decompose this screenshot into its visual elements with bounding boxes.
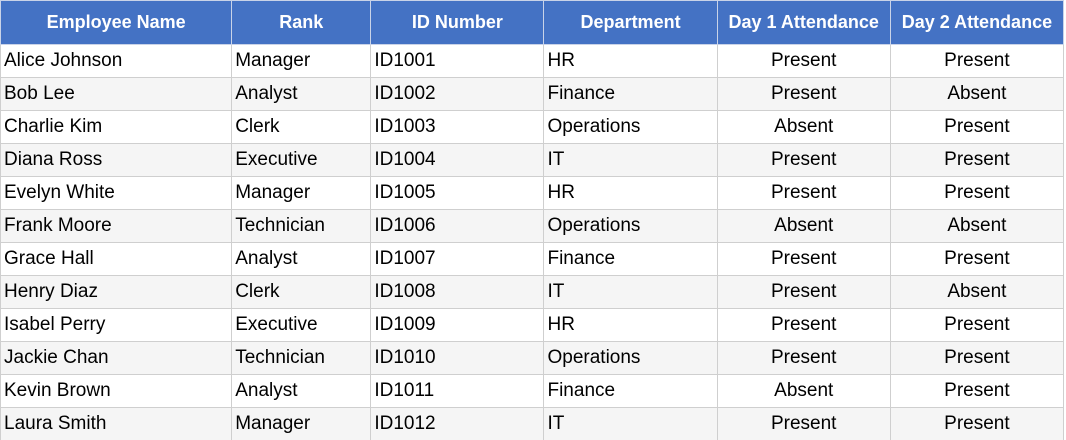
table-cell: Analyst (231, 374, 372, 408)
table-row: Frank Moore Technician ID1006 Operations Abs… (0, 209, 1065, 243)
table-cell: Jackie Chan (0, 341, 233, 375)
table-body: Alice Johnson Manager ID1001 HR Present Prese… (0, 44, 1065, 440)
table-cell: Grace Hall (0, 242, 233, 276)
header-cell: Day 1 Attendance (716, 0, 891, 45)
table-cell: ID1003 (370, 110, 545, 144)
table-cell: Manager (231, 44, 372, 78)
table-cell: Absent (889, 209, 1065, 243)
table-cell: Finance (543, 242, 718, 276)
table-cell: Bob Lee (0, 77, 233, 111)
table-cell: HR (543, 44, 718, 78)
table-cell: Analyst (231, 242, 372, 276)
table-cell: Present (889, 176, 1065, 210)
table-cell: IT (543, 143, 718, 177)
table-cell: Frank Moore (0, 209, 233, 243)
table-cell: Finance (543, 77, 718, 111)
table-cell: Present (716, 44, 891, 78)
table-cell: ID1007 (370, 242, 545, 276)
table-cell: Manager (231, 407, 372, 440)
table-cell: Absent (716, 110, 891, 144)
table-cell: Present (716, 143, 891, 177)
header-cell: Day 2 Attendance (889, 0, 1065, 45)
table-cell: Kevin Brown (0, 374, 233, 408)
table-cell: Clerk (231, 275, 372, 309)
table-cell: Manager (231, 176, 372, 210)
table-cell: Present (716, 308, 891, 342)
table-cell: Present (889, 242, 1065, 276)
header-cell: Department (543, 0, 718, 45)
table-cell: Henry Diaz (0, 275, 233, 309)
table-row: Kevin Brown Analyst ID1011 Finance Absent Pre… (0, 374, 1065, 408)
table-cell: Present (716, 242, 891, 276)
table-row: Isabel Perry Executive ID1009 HR Present Pres… (0, 308, 1065, 342)
table-cell: Present (889, 308, 1065, 342)
table-cell: HR (543, 308, 718, 342)
table-cell: Present (889, 407, 1065, 440)
table-cell: Clerk (231, 110, 372, 144)
table-cell: IT (543, 407, 718, 440)
header-cell: Rank (231, 0, 372, 45)
table-row: Alice Johnson Manager ID1001 HR Present Prese… (0, 44, 1065, 78)
table-cell: Present (889, 143, 1065, 177)
table-cell: Present (716, 176, 891, 210)
table-cell: Technician (231, 209, 372, 243)
table-cell: Present (716, 341, 891, 375)
table-cell: Laura Smith (0, 407, 233, 440)
table-cell: Charlie Kim (0, 110, 233, 144)
table-cell: Isabel Perry (0, 308, 233, 342)
table-cell: Diana Ross (0, 143, 233, 177)
table-cell: Present (716, 407, 891, 440)
table-cell: Analyst (231, 77, 372, 111)
header-cell: ID Number (370, 0, 545, 45)
table-cell: ID1008 (370, 275, 545, 309)
table-row: Diana Ross Executive ID1004 IT Present Presen… (0, 143, 1065, 177)
table-cell: ID1005 (370, 176, 545, 210)
table-cell: Present (889, 341, 1065, 375)
table-cell: ID1012 (370, 407, 545, 440)
table-cell: Present (889, 44, 1065, 78)
table-row: Jackie Chan Technician ID1010 Operations Pre… (0, 341, 1065, 375)
table-cell: Absent (716, 209, 891, 243)
table-row: Grace Hall Analyst ID1007 Finance Present Pre… (0, 242, 1065, 276)
table-cell: Operations (543, 110, 718, 144)
table-cell: Alice Johnson (0, 44, 233, 78)
table-cell: ID1004 (370, 143, 545, 177)
table-cell: Operations (543, 209, 718, 243)
table-cell: Evelyn White (0, 176, 233, 210)
table-row: Laura Smith Manager ID1012 IT Present Present (0, 407, 1065, 440)
table-cell: Executive (231, 143, 372, 177)
table-cell: Absent (889, 77, 1065, 111)
table-row: Evelyn White Manager ID1005 HR Present Presen… (0, 176, 1065, 210)
table-cell: IT (543, 275, 718, 309)
header-row: Employee Name Rank ID Number Department Day … (0, 0, 1065, 45)
table-row: Henry Diaz Clerk ID1008 IT Present Absent (0, 275, 1065, 309)
table-cell: Present (889, 374, 1065, 408)
table-cell: Technician (231, 341, 372, 375)
table-cell: Present (716, 77, 891, 111)
table-cell: Absent (716, 374, 891, 408)
table-row: Bob Lee Analyst ID1002 Finance Present Absent (0, 77, 1065, 111)
table-cell: ID1009 (370, 308, 545, 342)
table-row: Charlie Kim Clerk ID1003 Operations Absent Pr… (0, 110, 1065, 144)
table-cell: ID1011 (370, 374, 545, 408)
table-cell: Operations (543, 341, 718, 375)
table-cell: Absent (889, 275, 1065, 309)
table-cell: Finance (543, 374, 718, 408)
table-cell: ID1001 (370, 44, 545, 78)
table-cell: ID1002 (370, 77, 545, 111)
table-cell: Present (716, 275, 891, 309)
table-cell: Executive (231, 308, 372, 342)
header-cell: Employee Name (0, 0, 233, 45)
table-cell: Present (889, 110, 1065, 144)
table-cell: ID1010 (370, 341, 545, 375)
table-cell: HR (543, 176, 718, 210)
table-cell: ID1006 (370, 209, 545, 243)
